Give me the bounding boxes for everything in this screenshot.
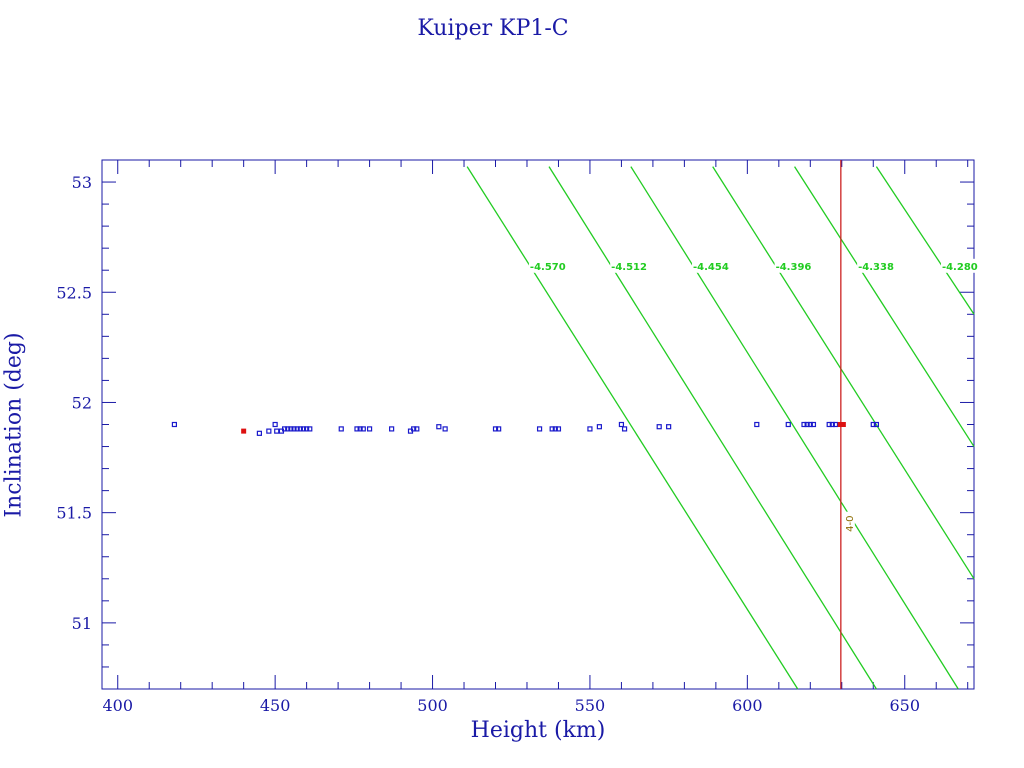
data-point bbox=[618, 421, 625, 428]
data-point bbox=[555, 426, 562, 432]
highlight-point bbox=[241, 428, 247, 434]
data-point bbox=[829, 421, 835, 428]
contour-label: -4.454 bbox=[693, 262, 729, 273]
data-point bbox=[826, 421, 832, 428]
y-axis-label: Inclination (deg) bbox=[1, 332, 27, 518]
data-point bbox=[621, 426, 628, 432]
data-point bbox=[807, 421, 813, 428]
x-tick-label: 450 bbox=[260, 696, 291, 715]
data-point bbox=[552, 426, 558, 432]
data-point bbox=[587, 426, 593, 432]
data-point bbox=[411, 426, 417, 432]
data-point bbox=[873, 421, 880, 428]
data-point bbox=[666, 424, 672, 430]
contour-label: -4.512 bbox=[611, 262, 647, 273]
contour-lines: -4.570 -4.512 -4.454 -4.396 -4.338 -4.280 bbox=[466, 166, 981, 690]
data-point bbox=[360, 426, 366, 432]
data-points bbox=[171, 421, 880, 436]
data-point bbox=[870, 421, 876, 428]
data-point bbox=[810, 421, 817, 428]
x-tick-label: 550 bbox=[575, 696, 606, 715]
data-point bbox=[596, 424, 602, 430]
data-point bbox=[442, 426, 448, 432]
data-point bbox=[366, 426, 373, 432]
data-point bbox=[171, 421, 178, 428]
contour-line bbox=[630, 166, 959, 690]
data-point bbox=[656, 424, 662, 430]
data-point bbox=[536, 426, 543, 432]
axis-tick-labels: 400 450 500 550 600 650 51 51.5 52 52.5 53 bbox=[56, 173, 920, 715]
data-point bbox=[804, 421, 810, 428]
data-point bbox=[357, 426, 363, 432]
x-tick-label: 650 bbox=[889, 696, 920, 715]
data-point bbox=[266, 428, 272, 434]
data-point bbox=[496, 426, 502, 432]
y-tick-label: 51.5 bbox=[56, 504, 92, 523]
x-axis-label: Height (km) bbox=[470, 718, 606, 743]
y-tick-label: 52 bbox=[72, 393, 92, 412]
data-point bbox=[256, 430, 263, 436]
data-point bbox=[294, 426, 300, 432]
marker-label: 4-0 bbox=[845, 516, 856, 532]
marker-label-bg bbox=[842, 511, 855, 536]
data-point bbox=[389, 426, 395, 432]
data-point bbox=[272, 421, 278, 428]
contour-line bbox=[794, 166, 975, 447]
contour-label: -4.570 bbox=[530, 262, 566, 273]
data-point bbox=[274, 428, 280, 434]
data-point bbox=[304, 426, 310, 432]
contour-line bbox=[712, 166, 975, 580]
data-point bbox=[754, 421, 760, 428]
data-point bbox=[285, 426, 291, 432]
data-point bbox=[297, 426, 303, 432]
data-point bbox=[492, 426, 499, 432]
contour-label: -4.396 bbox=[776, 262, 812, 273]
data-point bbox=[300, 426, 307, 432]
axis-ticks bbox=[102, 159, 974, 690]
data-point bbox=[414, 426, 420, 432]
contour-label-bg bbox=[692, 258, 733, 273]
contour-label-bg bbox=[940, 258, 981, 273]
y-tick-label: 52.5 bbox=[56, 283, 92, 302]
data-point bbox=[307, 426, 313, 432]
chart-title: Kuiper KP1-C bbox=[417, 16, 569, 41]
data-point bbox=[436, 424, 442, 430]
x-tick-label: 400 bbox=[102, 696, 133, 715]
data-point bbox=[785, 421, 791, 428]
data-point bbox=[354, 426, 360, 432]
data-point bbox=[338, 426, 344, 432]
x-tick-label: 600 bbox=[732, 696, 763, 715]
highlight-point bbox=[840, 422, 846, 427]
data-point bbox=[288, 426, 294, 432]
x-tick-label: 500 bbox=[417, 696, 448, 715]
contour-label-bg bbox=[857, 258, 898, 273]
contour-label: -4.338 bbox=[858, 262, 894, 273]
contour-line bbox=[548, 166, 877, 690]
contour-line bbox=[875, 166, 975, 315]
data-point bbox=[549, 426, 555, 432]
y-tick-label: 53 bbox=[72, 173, 92, 192]
contour-label-bg bbox=[610, 258, 651, 273]
contour-line bbox=[466, 166, 799, 690]
contour-label-bg bbox=[528, 258, 569, 273]
data-point bbox=[801, 421, 807, 428]
data-point bbox=[281, 426, 288, 432]
data-point bbox=[832, 421, 839, 428]
y-tick-label: 51 bbox=[72, 614, 92, 633]
contour-label-bg bbox=[774, 258, 815, 273]
data-point bbox=[291, 426, 297, 432]
contour-label: -4.280 bbox=[942, 262, 978, 273]
